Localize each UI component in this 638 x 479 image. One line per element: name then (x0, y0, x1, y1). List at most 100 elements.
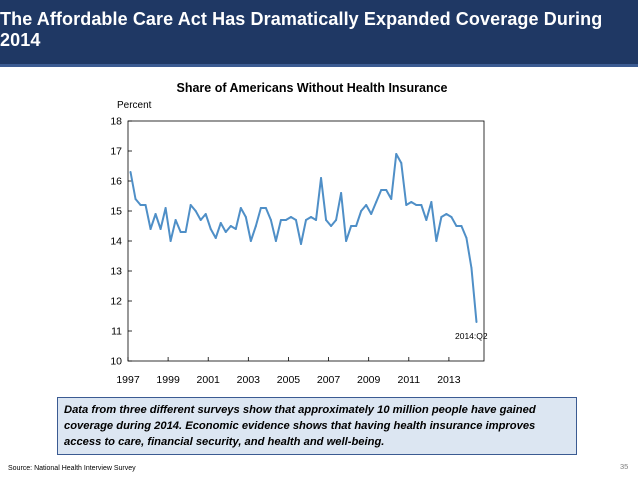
data-point (320, 177, 323, 179)
y-axis-label: Percent (117, 100, 152, 111)
data-point (415, 204, 418, 206)
data-point (360, 210, 363, 212)
x-tick-label: 2013 (437, 374, 461, 386)
data-point (164, 207, 167, 209)
data-point (390, 198, 393, 200)
data-point (244, 216, 247, 218)
y-tick-label: 18 (110, 116, 122, 128)
data-point (199, 219, 202, 221)
data-point (139, 204, 142, 206)
data-point (184, 231, 187, 233)
x-tick-label: 2003 (237, 374, 261, 386)
series-line (129, 153, 478, 323)
data-point (149, 228, 152, 230)
data-point (310, 216, 313, 218)
data-point (269, 219, 272, 221)
data-point (219, 222, 222, 224)
plot-frame (127, 120, 485, 362)
y-tick-label: 15 (110, 206, 122, 218)
y-tick-label: 10 (110, 356, 122, 368)
data-point (475, 321, 478, 323)
data-point (375, 201, 378, 203)
data-point (174, 219, 177, 221)
summary-note-text: Data from three different surveys show t… (64, 404, 536, 448)
y-tick-label: 13 (110, 266, 122, 278)
page-number: 35 (620, 462, 629, 471)
data-point (335, 219, 338, 221)
data-point (274, 240, 277, 242)
y-tick-label: 12 (110, 296, 122, 308)
data-point (365, 204, 368, 206)
data-point (385, 189, 388, 191)
data-point (224, 231, 227, 233)
data-point (134, 198, 137, 200)
data-point (465, 237, 468, 239)
data-point (445, 213, 448, 215)
data-point (460, 225, 463, 227)
data-point (450, 216, 453, 218)
data-point (194, 210, 197, 212)
data-point (345, 240, 348, 242)
data-point (299, 243, 302, 245)
data-point (435, 240, 438, 242)
data-point (440, 216, 443, 218)
x-tick-label: 1999 (156, 374, 180, 386)
summary-note: Data from three different surveys show t… (57, 397, 577, 455)
data-point (159, 228, 162, 230)
data-point (315, 219, 318, 221)
x-tick-label: 2007 (317, 374, 341, 386)
data-point (400, 162, 403, 164)
page-title: The Affordable Care Act Has Dramatically… (0, 9, 603, 50)
data-point (370, 213, 373, 215)
data-point (209, 228, 212, 230)
data-point (144, 204, 147, 206)
latest-point-annotation: 2014:Q2 (455, 331, 488, 341)
x-tick-label: 2001 (197, 374, 221, 386)
data-point (420, 204, 423, 206)
data-point (264, 207, 267, 209)
data-point (305, 219, 307, 221)
data-point (189, 204, 192, 206)
source-note: Source: National Health Interview Survey (8, 465, 136, 472)
y-tick-label: 11 (111, 326, 122, 338)
data-point (350, 225, 353, 227)
x-tick-label: 2009 (357, 374, 381, 386)
data-point (284, 219, 287, 221)
x-tick-label: 2005 (277, 374, 301, 386)
data-point (259, 207, 262, 209)
data-point (179, 231, 182, 233)
data-point (430, 201, 433, 203)
data-point (234, 228, 237, 230)
y-tick-label: 14 (110, 236, 122, 248)
data-point (249, 240, 252, 242)
data-point (470, 267, 473, 269)
data-point (325, 219, 328, 221)
x-tick-label: 2011 (397, 374, 420, 386)
header-bar: The Affordable Care Act Has Dramatically… (0, 0, 638, 64)
data-point (279, 219, 282, 221)
data-point (129, 171, 132, 173)
data-point (204, 213, 207, 215)
data-point (380, 189, 383, 191)
data-point (294, 219, 297, 221)
x-tick-label: 1997 (116, 374, 140, 386)
data-point (169, 240, 172, 242)
data-point (405, 204, 408, 206)
data-point (330, 225, 333, 227)
chart-title: Share of Americans Without Health Insura… (176, 81, 447, 95)
data-point (355, 225, 358, 227)
data-point (254, 225, 257, 227)
data-point (154, 213, 157, 215)
y-tick-label: 16 (110, 176, 122, 188)
y-tick-label: 17 (110, 146, 122, 158)
data-point (425, 219, 428, 221)
data-point (229, 225, 232, 227)
data-point (455, 225, 458, 227)
data-point (289, 216, 292, 218)
data-point (395, 153, 398, 155)
data-point (340, 192, 343, 194)
data-point (410, 201, 413, 203)
header-divider (0, 64, 638, 67)
data-point (214, 237, 217, 239)
